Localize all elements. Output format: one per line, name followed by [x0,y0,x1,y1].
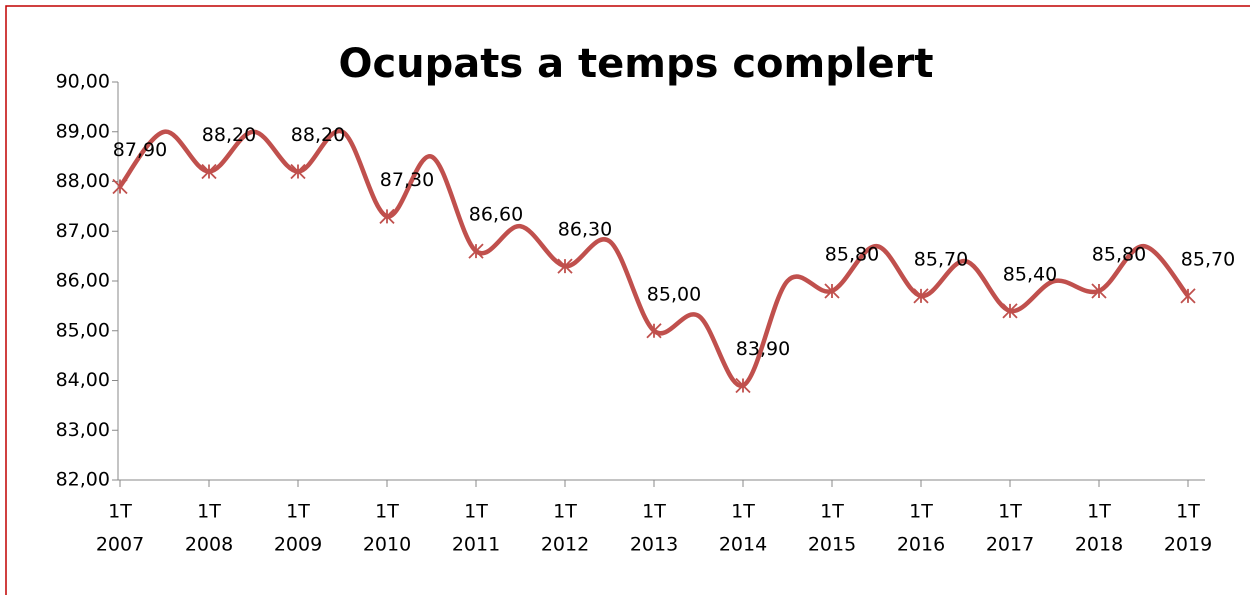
x-tick-label: 2015 [808,534,856,556]
marker [824,283,840,299]
marker [112,178,128,195]
data-label: 85,40 [1003,263,1057,285]
x-tick-label: 2016 [897,534,945,556]
data-label: 88,20 [291,124,345,146]
x-tick-label: 1T [553,501,577,523]
data-label: 85,80 [825,243,879,265]
x-tick-label: 2013 [630,534,678,556]
x-tick-label: 1T [731,501,755,523]
marker [646,323,662,339]
data-label: 83,90 [736,338,790,360]
data-label: 88,20 [202,124,256,146]
marker [913,288,929,304]
data-label: 86,60 [469,204,523,226]
marker [1091,283,1107,299]
frame [5,5,1250,595]
chart-title: Ocupats a temps complert [338,41,933,87]
data-label: 85,80 [1092,243,1146,265]
marker [1180,288,1196,304]
x-tick-label: 2007 [96,534,144,556]
x-tick-label: 1T [1176,501,1200,523]
marker [735,377,751,394]
x-tick-label: 2019 [1164,534,1212,556]
data-label: 87,90 [113,139,167,161]
marker [468,243,484,259]
x-tick-label: 1T [197,501,221,523]
data-label: 85,00 [647,283,701,305]
y-tick-label: 85,00 [56,319,110,341]
y-tick-label: 83,00 [56,419,110,441]
x-tick-label: 1T [375,501,399,523]
y-tick-label: 82,00 [56,469,110,491]
x-tick-label: 1T [108,501,132,523]
y-tick-label: 84,00 [56,369,110,391]
marker [201,163,217,180]
y-tick-label: 88,00 [56,170,110,192]
x-tick-label: 2011 [452,534,500,556]
x-tick-label: 2009 [274,534,322,556]
marker [1002,303,1018,319]
x-tick-label: 2008 [185,534,233,556]
x-tick-label: 2017 [986,534,1034,556]
x-tick-label: 1T [642,501,666,523]
data-label: 85,70 [1181,248,1235,270]
data-label: 85,70 [914,248,968,270]
marker [290,163,306,180]
y-tick-label: 90,00 [56,71,110,93]
x-tick-label: 1T [464,501,488,523]
x-tick-label: 2010 [363,534,411,556]
data-label: 86,30 [558,219,612,241]
marker [557,258,573,274]
x-tick-label: 2014 [719,534,767,556]
y-tick-label: 87,00 [56,220,110,242]
marker [379,208,395,224]
x-tick-label: 1T [820,501,844,523]
x-tick-label: 2018 [1075,534,1123,556]
y-tick-label: 86,00 [56,270,110,292]
y-tick-label: 89,00 [56,120,110,142]
x-tick-label: 1T [1087,501,1111,523]
x-tick-label: 1T [286,501,310,523]
x-tick-label: 1T [998,501,1022,523]
series-line [118,128,1190,388]
x-tick-label: 2012 [541,534,589,556]
x-tick-label: 1T [909,501,933,523]
data-label: 87,30 [380,169,434,191]
